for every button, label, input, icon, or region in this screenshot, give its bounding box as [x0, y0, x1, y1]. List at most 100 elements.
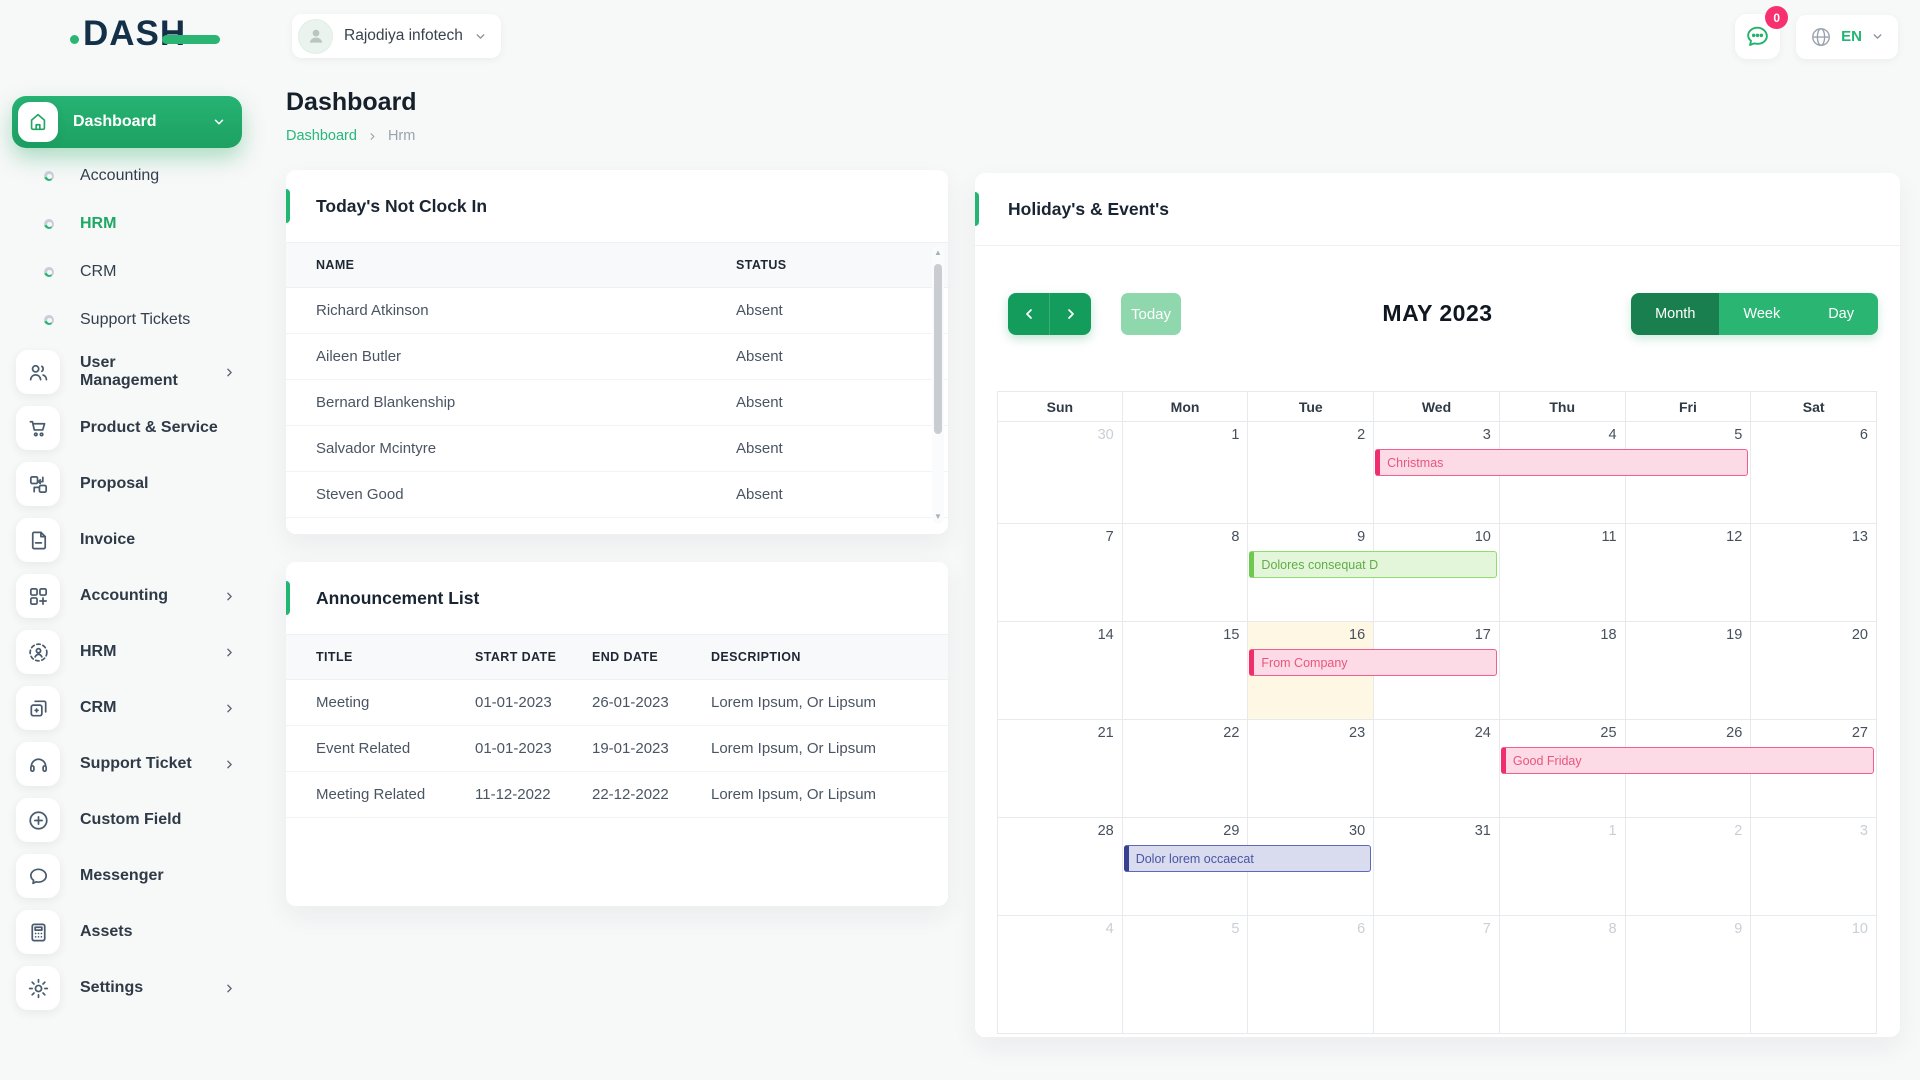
- sidebar-item-label: Invoice: [80, 531, 136, 548]
- calendar-week-row: 7 8 9 10 11 12 13 Dolores consequat D: [997, 524, 1877, 622]
- calendar-day-cell[interactable]: 22: [1122, 720, 1249, 818]
- calendar-event-dolores-consequat-d[interactable]: Dolores consequat D: [1249, 551, 1497, 578]
- sidebar-item-proposal[interactable]: Proposal: [0, 456, 270, 512]
- calendar-day-cell[interactable]: 1: [1122, 422, 1249, 524]
- calendar-day-cell[interactable]: 2: [1248, 422, 1375, 524]
- calendar-day-cell[interactable]: 18: [1499, 622, 1626, 720]
- messages-button[interactable]: 0: [1735, 6, 1789, 59]
- sidebar-item-invoice[interactable]: Invoice: [0, 512, 270, 568]
- calendar-grid: Sun Mon Tue Wed Thu Fri Sat 30 1 2 3 4 5 6 Christmas 7…: [997, 391, 1877, 1034]
- sidebar-item-label: Custom Field: [80, 811, 182, 828]
- table-cell: Meeting Related: [316, 786, 426, 803]
- calendar-day-cell[interactable]: 21: [997, 720, 1123, 818]
- calendar-day-cell[interactable]: 30: [997, 422, 1123, 524]
- calendar-day-cell[interactable]: 7: [1374, 916, 1500, 1034]
- view-button-month[interactable]: Month: [1631, 293, 1720, 335]
- calendar-day-cell[interactable]: 11: [1499, 524, 1626, 622]
- calendar-day-cell[interactable]: 24: [1374, 720, 1500, 818]
- table-cell: Lorem Ipsum, Or Lipsum: [711, 786, 877, 803]
- scrollbar-thumb[interactable]: [934, 264, 942, 434]
- calendar-day-cell[interactable]: 15: [1122, 622, 1249, 720]
- calendar-day-cell[interactable]: 10: [1751, 916, 1877, 1034]
- sidebar-item-settings[interactable]: Settings: [0, 960, 270, 1016]
- sidebar-item-messenger[interactable]: Messenger: [0, 848, 270, 904]
- calendar-event-from-company[interactable]: From Company: [1249, 649, 1497, 676]
- table-scrollbar[interactable]: ▲ ▼: [932, 246, 944, 524]
- today-button[interactable]: Today: [1121, 293, 1181, 335]
- table-cell: Salvador Mcintyre: [316, 440, 437, 457]
- view-button-week[interactable]: Week: [1719, 293, 1805, 335]
- calendar-day-cell[interactable]: 19: [1625, 622, 1752, 720]
- scroll-down-icon[interactable]: ▼: [934, 512, 942, 521]
- calendar-day-cell[interactable]: 4: [997, 916, 1123, 1034]
- calendar-day-cell[interactable]: 7: [997, 524, 1123, 622]
- sidebar-item-support-ticket[interactable]: Support Ticket: [0, 736, 270, 792]
- calendar-day-cell[interactable]: 27: [1751, 720, 1877, 818]
- calendar-day-cell[interactable]: 5: [1625, 422, 1752, 524]
- sidebar-item-accounting[interactable]: Accounting: [0, 568, 270, 624]
- sidebar-subitem-support-tickets[interactable]: Support Tickets: [0, 296, 270, 344]
- day-header-wed: Wed: [1374, 392, 1500, 421]
- sidebar-item-custom-field[interactable]: Custom Field: [0, 792, 270, 848]
- calendar-day-cell[interactable]: 6: [1248, 916, 1375, 1034]
- calendar-day-cell[interactable]: 8: [1122, 524, 1249, 622]
- calendar-day-cell[interactable]: 9: [1625, 916, 1752, 1034]
- chevron-right-icon: [1067, 309, 1074, 319]
- calendar-day-cell[interactable]: 28: [997, 818, 1123, 916]
- calendar-event-christmas[interactable]: Christmas: [1375, 449, 1749, 476]
- calendar-day-cell[interactable]: 2: [1625, 818, 1752, 916]
- view-button-day[interactable]: Day: [1804, 293, 1878, 335]
- table-cell: 01-01-2023: [475, 740, 552, 757]
- calendar-day-cell[interactable]: 8: [1499, 916, 1626, 1034]
- app-logo[interactable]: DASH: [70, 14, 221, 54]
- table-row: Aileen Butler Absent: [286, 334, 948, 380]
- calendar-day-cell[interactable]: 30: [1248, 818, 1375, 916]
- calendar-day-cell[interactable]: 6: [1751, 422, 1877, 524]
- bullet-icon: [44, 171, 54, 181]
- calendar-event-good-friday[interactable]: Good Friday: [1500, 747, 1874, 774]
- announcement-table-body: Meeting 01-01-2023 26-01-2023 Lorem Ipsum, …: [286, 680, 948, 818]
- sidebar: Dashboard Accounting HRM CRM Support Tickets…: [0, 96, 270, 1016]
- prev-month-button[interactable]: [1008, 293, 1049, 335]
- sidebar-item-assets[interactable]: Assets: [0, 904, 270, 960]
- chat-bubble-icon: [1747, 26, 1768, 47]
- calendar-day-cell[interactable]: 1: [1499, 818, 1626, 916]
- calendar-event-dolor-lorem-occaecat[interactable]: Dolor lorem occaecat: [1123, 845, 1372, 872]
- table-cell: Absent: [736, 486, 783, 503]
- calendar-weeks: 30 1 2 3 4 5 6 Christmas 7 8 9 10 11 12 13 Dolores cons…: [997, 422, 1877, 1034]
- calendar-day-cell[interactable]: 20: [1751, 622, 1877, 720]
- calendar-day-cell[interactable]: 10: [1374, 524, 1500, 622]
- calendar-week-row: 14 15 16 17 18 19 20 From Company: [997, 622, 1877, 720]
- next-month-button[interactable]: [1049, 293, 1091, 335]
- sidebar-subitem-crm[interactable]: CRM: [0, 248, 270, 296]
- sidebar-subitem-hrm[interactable]: HRM: [0, 200, 270, 248]
- sidebar-item-dashboard[interactable]: Dashboard: [12, 96, 242, 148]
- sidebar-subitem-label: HRM: [80, 215, 117, 232]
- calendar-day-cell[interactable]: 14: [997, 622, 1123, 720]
- calendar-card-title: Holiday's & Event's: [1008, 198, 1170, 219]
- sidebar-item-crm[interactable]: CRM: [0, 680, 270, 736]
- view-switcher: Month Week Day: [1631, 293, 1878, 335]
- scroll-up-icon[interactable]: ▲: [934, 248, 942, 257]
- table-cell: Absent: [736, 302, 783, 319]
- table-cell: Aileen Butler: [316, 348, 402, 365]
- sidebar-item-product-service[interactable]: Product & Service: [0, 400, 270, 456]
- table-cell: 26-01-2023: [592, 694, 669, 711]
- avatar: [298, 18, 333, 54]
- calendar-day-cell[interactable]: 31: [1374, 818, 1500, 916]
- sidebar-item-user-management[interactable]: User Management: [0, 344, 270, 400]
- calendar-day-cell[interactable]: 12: [1625, 524, 1752, 622]
- language-selector[interactable]: EN: [1796, 14, 1898, 59]
- company-selector[interactable]: Rajodiya infotech: [292, 14, 501, 58]
- breadcrumb-link[interactable]: Dashboard: [286, 128, 357, 144]
- calendar-day-cell[interactable]: 17: [1374, 622, 1500, 720]
- sidebar-subitem-label: CRM: [80, 263, 117, 280]
- calendar-day-cell[interactable]: 3: [1751, 818, 1877, 916]
- sidebar-item-hrm[interactable]: HRM: [0, 624, 270, 680]
- chevron-down-icon: [1871, 30, 1884, 43]
- sidebar-subitem-accounting[interactable]: Accounting: [0, 152, 270, 200]
- calendar-day-cell[interactable]: 13: [1751, 524, 1877, 622]
- sidebar-item-label: User Management: [80, 354, 178, 389]
- calendar-day-cell[interactable]: 5: [1122, 916, 1249, 1034]
- calendar-day-cell[interactable]: 23: [1248, 720, 1375, 818]
